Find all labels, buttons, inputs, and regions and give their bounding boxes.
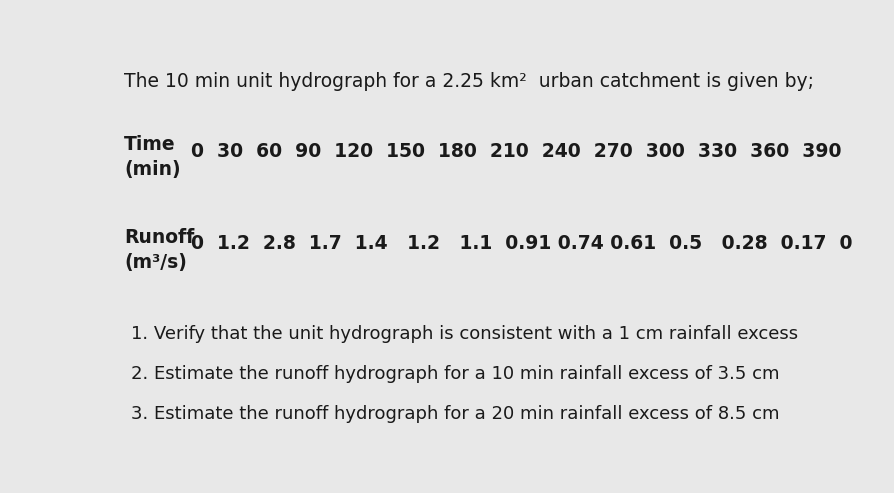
Text: 3. Estimate the runoff hydrograph for a 20 min rainfall excess of 8.5 cm: 3. Estimate the runoff hydrograph for a … [131, 405, 780, 423]
Text: (m³/s): (m³/s) [124, 253, 187, 272]
Text: 0  1.2  2.8  1.7  1.4   1.2   1.1  0.91 0.74 0.61  0.5   0.28  0.17  0: 0 1.2 2.8 1.7 1.4 1.2 1.1 0.91 0.74 0.61… [191, 234, 853, 253]
Text: 0  30  60  90  120  150  180  210  240  270  300  330  360  390: 0 30 60 90 120 150 180 210 240 270 300 3… [191, 142, 842, 161]
Text: Time: Time [124, 135, 176, 154]
Text: Runoff: Runoff [124, 228, 195, 247]
Text: 2. Estimate the runoff hydrograph for a 10 min rainfall excess of 3.5 cm: 2. Estimate the runoff hydrograph for a … [131, 365, 780, 383]
Text: 1. Verify that the unit hydrograph is consistent with a 1 cm rainfall excess: 1. Verify that the unit hydrograph is co… [131, 325, 798, 343]
Text: (min): (min) [124, 160, 181, 179]
Text: The 10 min unit hydrograph for a 2.25 km²  urban catchment is given by;: The 10 min unit hydrograph for a 2.25 km… [124, 72, 814, 91]
